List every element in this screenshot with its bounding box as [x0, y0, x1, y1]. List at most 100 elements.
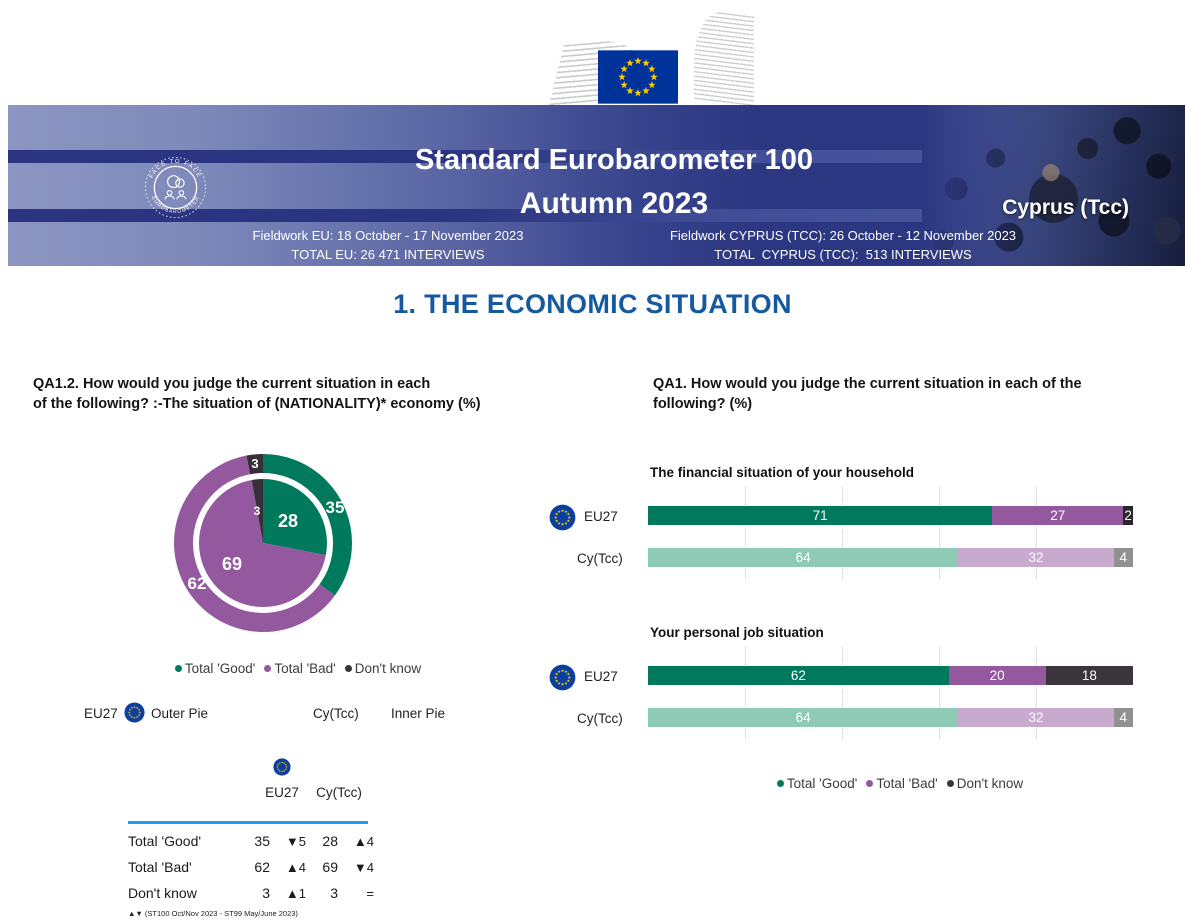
row-label: Total 'Good': [128, 833, 202, 849]
eu-value: 3: [262, 885, 270, 901]
legend-label-bad: Total 'Bad': [876, 776, 938, 791]
fieldwork-eu-dates: Fieldwork EU: 18 October - 17 November 2…: [252, 228, 524, 243]
country-label: Cyprus (Tcc): [1002, 196, 1129, 219]
question-qa1: QA1. How would you judge the current sit…: [653, 374, 1153, 414]
bar-segment-dk: 18: [1045, 666, 1133, 685]
bar-value: 32: [1028, 710, 1044, 725]
bar-value: 27: [1050, 508, 1066, 523]
trend-footnote: ▲▼ (ST100 Oct/Nov 2023 - ST99 May/June 2…: [128, 909, 298, 918]
bar-value: 64: [795, 710, 811, 725]
pie-value-cy-dk: 3: [253, 504, 261, 518]
legend-item-dk: Don't know: [946, 776, 1024, 791]
pie-key-cy-label: Cy(Tcc): [313, 706, 359, 721]
legend-dot-bad-icon: [866, 780, 874, 787]
eurobarometer-face-to-face-badge-icon: FACE TO FACE EUROBAROMETER: [144, 156, 207, 219]
fieldwork-cyprus-total: TOTAL CYPRUS (TCC): 513 INTERVIEWS: [714, 247, 972, 262]
report-title: Standard Eurobarometer 100: [414, 144, 814, 176]
table-row: Total 'Bad' 62 ▲4 69 ▼4: [128, 854, 374, 880]
bar-segment-dk: 4: [1113, 708, 1133, 727]
bar-value: 20: [989, 668, 1005, 683]
eu-flag-icon: [273, 758, 291, 776]
question-qa1-line2: following? (%): [653, 396, 753, 412]
fieldwork-cyprus-dates: Fieldwork CYPRUS (TCC): 26 October - 12 …: [669, 228, 1017, 243]
eu-flag-icon: [124, 702, 145, 723]
legend-dot-bad-icon: [264, 665, 272, 672]
gridline: [745, 647, 746, 739]
pie-value-cy-bad: 69: [221, 554, 243, 574]
gridline: [939, 647, 940, 739]
table-row: Don't know 3 ▲1 3 =: [128, 880, 374, 906]
banner-stripe: [8, 209, 1185, 222]
fieldwork-eu-block: Fieldwork EU: 18 October - 17 November 2…: [158, 226, 618, 264]
legend-dot-good-icon: [174, 665, 182, 672]
bar-value: 64: [795, 550, 811, 565]
bar-chart-legend: Total 'Good' Total 'Bad' Don't know: [745, 776, 1055, 791]
bar-segment-bad: 32: [958, 708, 1114, 727]
legend-label-bad: Total 'Bad': [274, 661, 336, 676]
gridline: [939, 487, 940, 579]
eu-trend: ▼5: [285, 833, 306, 849]
ec-logo-right-curves-graphic: [694, 9, 754, 108]
bar-segment-good: 64: [648, 548, 959, 567]
bar-value: 32: [1028, 550, 1044, 565]
table-col-cy: Cy(Tcc): [316, 785, 362, 800]
cy-trend: ▼4: [353, 859, 374, 875]
chart1-title: The financial situation of your househol…: [650, 465, 915, 480]
table-row: Total 'Good' 35 ▼5 28 ▲4: [128, 828, 374, 854]
legend-label-dk: Don't know: [956, 776, 1024, 791]
cy-value: 69: [322, 859, 338, 875]
row-label: Don't know: [128, 885, 197, 901]
chart1-plot: 71 27 2 64 32 4: [648, 487, 1133, 579]
bar-cy: 64 32 4: [648, 548, 1133, 567]
gridline: [842, 647, 843, 739]
legend-label-dk: Don't know: [354, 661, 422, 676]
bar-cy: 64 32 4: [648, 708, 1133, 727]
bar-segment-good: 64: [648, 708, 959, 727]
chart2-row-label-cy: Cy(Tcc): [577, 711, 623, 726]
economy-pie-chart: 35 62 3 28 69 3: [168, 448, 358, 638]
chart2-plot: 62 20 18 64 32 4: [648, 647, 1133, 739]
bar-value: 18: [1081, 668, 1097, 683]
pie-key-eu27-label: EU27: [84, 706, 118, 721]
pie-value-eu27-good: 35: [325, 498, 345, 517]
gridline: [745, 487, 746, 579]
cy-trend: =: [366, 885, 374, 901]
pie-legend: Total 'Good' Total 'Bad' Don't know: [118, 661, 478, 676]
eu-value: 62: [254, 859, 270, 875]
pie-value-eu27-dk: 3: [251, 456, 259, 471]
legend-dot-good-icon: [776, 780, 784, 787]
pie-value-cy-good: 28: [277, 511, 299, 531]
legend-item-bad: Total 'Bad': [866, 776, 938, 791]
legend-item-good: Total 'Good': [776, 776, 858, 791]
question-qa1-2-line2: of the following? :-The situation of (NA…: [33, 396, 481, 412]
eu-trend: ▲1: [285, 885, 306, 901]
bar-eu27: 62 20 18: [648, 666, 1133, 685]
cy-trend: ▲4: [353, 833, 374, 849]
question-qa1-line1: QA1. How would you judge the current sit…: [653, 376, 1082, 392]
row-label: Total 'Bad': [128, 859, 192, 875]
cy-value: 3: [330, 885, 338, 901]
eu-flag-icon: [549, 504, 576, 531]
bar-eu27: 71 27 2: [648, 506, 1133, 525]
pie-value-eu27-bad: 62: [187, 574, 207, 593]
bar-segment-bad: 27: [992, 506, 1124, 525]
chart1-row-label-eu27: EU27: [584, 509, 618, 524]
legend-item-bad: Total 'Bad': [264, 661, 336, 676]
gridline: [1036, 647, 1037, 739]
bar-segment-good: 71: [648, 506, 993, 525]
bar-value: 2: [1124, 508, 1132, 523]
bar-value: 62: [790, 668, 806, 683]
legend-dot-dk-icon: [946, 780, 954, 787]
table-top-rule: [128, 821, 368, 824]
chart1-row-label-cy: Cy(Tcc): [577, 551, 623, 566]
legend-item-dk: Don't know: [344, 661, 422, 676]
legend-label-good: Total 'Good': [184, 661, 256, 676]
eu-value: 35: [254, 833, 270, 849]
pie-key-outer-label: Outer Pie: [151, 706, 209, 721]
eu-flag-icon: [549, 664, 576, 691]
bar-segment-bad: 20: [948, 666, 1046, 685]
legend-label-good: Total 'Good': [786, 776, 858, 791]
legend-item-good: Total 'Good': [174, 661, 256, 676]
crowd-photo: [922, 105, 1185, 266]
